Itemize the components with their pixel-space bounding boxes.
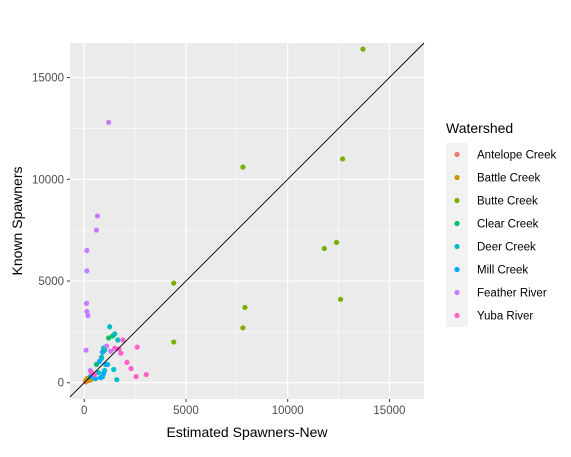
y-axis-title: Known Spawners <box>9 167 25 276</box>
feather-river-point <box>104 343 110 349</box>
mill-creek-point <box>100 370 107 377</box>
legend-label-mill-creek: Mill Creek <box>477 265 528 277</box>
major-gridlines <box>70 43 424 399</box>
x-tick-label: 5000 <box>173 405 199 417</box>
yuba-river-point <box>116 346 122 352</box>
butte-creek-point <box>171 280 177 286</box>
x-tick-label: 0 <box>81 405 87 417</box>
yuba-river-point <box>134 344 140 350</box>
yuba-river-point <box>133 374 139 380</box>
butte-creek-point <box>171 339 177 345</box>
legend-label-deer-creek: Deer Creek <box>477 242 536 254</box>
legend-label-antelope-creek: Antelope Creek <box>477 150 557 162</box>
deer-creek-point <box>111 366 117 373</box>
deer-creek-point <box>112 331 118 337</box>
butte-creek-point <box>240 325 246 331</box>
legend-label-yuba-river: Yuba River <box>477 311 533 323</box>
feather-river-point <box>84 308 90 315</box>
legend-swatch-feather-river <box>454 289 460 296</box>
legend-label-battle-creek: Battle Creek <box>477 173 541 185</box>
yuba-river-point <box>118 350 124 356</box>
feather-river-point <box>94 213 101 219</box>
y-tick-label: 5000 <box>38 276 64 288</box>
legend-swatch-butte-creek <box>454 197 460 204</box>
feather-river-point <box>84 268 90 274</box>
legend-label-clear-creek: Clear Creek <box>477 219 539 231</box>
butte-creek-point <box>333 239 340 245</box>
feather-river-point <box>108 348 114 354</box>
mill-creek-point <box>96 358 103 364</box>
butte-creek-point <box>337 296 344 302</box>
butte-creek-point <box>340 156 346 162</box>
y-tick-label: 15000 <box>32 73 64 85</box>
y-axis: 0 5000 10000 15000 <box>32 73 70 390</box>
feather-river-point <box>85 312 91 319</box>
minor-gridlines <box>70 43 424 399</box>
legend-label-butte-creek: Butte Creek <box>477 196 538 208</box>
yuba-river-point <box>128 365 134 372</box>
legend-swatch-yuba-river <box>454 312 460 319</box>
feather-river-point <box>83 347 89 353</box>
mill-creek-point <box>99 349 106 355</box>
x-tick-label: 10000 <box>272 405 304 417</box>
legend-swatch-battle-creek <box>454 174 460 181</box>
y-tick-label: 0 <box>58 378 64 390</box>
feather-river-point <box>93 227 100 233</box>
clear-creek-point <box>106 335 112 341</box>
legend-swatch-clear-creek <box>454 220 460 227</box>
y-tick-label: 10000 <box>32 174 64 186</box>
butte-creek-point <box>360 46 366 52</box>
deer-creek-point <box>115 337 121 343</box>
yuba-river-point <box>143 371 149 378</box>
data-points <box>82 46 366 385</box>
identity-reference-line <box>69 42 425 398</box>
x-axis: 0 5000 10000 15000 <box>81 399 405 417</box>
butte-creek-point <box>242 304 248 311</box>
legend-label-feather-river: Feather River <box>477 288 547 300</box>
legend-swatch-antelope-creek <box>454 151 460 158</box>
mill-creek-point <box>92 376 99 382</box>
feather-river-point <box>83 300 90 306</box>
x-tick-label: 15000 <box>373 405 405 417</box>
mill-creek-point <box>97 375 104 381</box>
deer-creek-point <box>114 377 120 383</box>
yuba-river-point <box>112 345 118 351</box>
feather-river-point <box>84 247 90 254</box>
legend-swatch-deer-creek <box>454 243 460 250</box>
yuba-river-point <box>120 337 126 343</box>
legend-swatch-mill-creek <box>454 266 460 273</box>
yuba-river-point <box>124 359 130 365</box>
legend: Watershed Antelope Creek Battle Creek Butt… <box>446 120 557 327</box>
butte-creek-point <box>240 164 246 170</box>
deer-creek-point <box>95 369 102 376</box>
x-axis-title: Estimated Spawners-New <box>166 424 328 440</box>
feather-river-point <box>106 119 112 125</box>
butte-creek-point <box>321 245 327 252</box>
legend-title: Watershed <box>446 120 513 136</box>
deer-creek-point <box>107 324 113 330</box>
